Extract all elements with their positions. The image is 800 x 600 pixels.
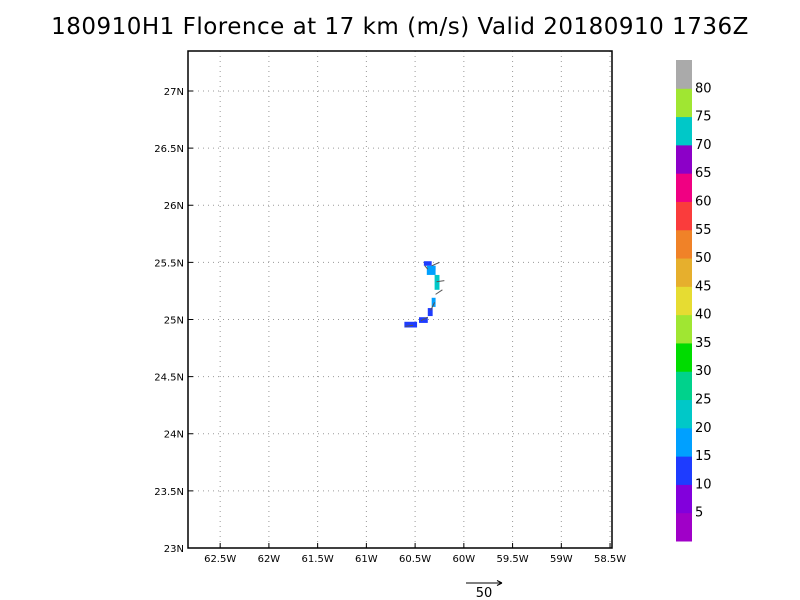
y-tick-label: 26N: [164, 201, 184, 212]
y-tick-label: 25N: [164, 315, 184, 326]
wind-speed-cell: [434, 274, 440, 290]
colorbar-swatch: [676, 314, 692, 344]
reference-vector: 50: [466, 580, 503, 600]
y-tick-label: 27N: [164, 87, 184, 98]
wind-vector: [420, 316, 429, 322]
wind-vector: [435, 289, 443, 295]
x-tick-label: 59W: [550, 554, 573, 565]
colorbar-swatch: [676, 144, 692, 174]
x-tick-label: 61W: [355, 554, 378, 565]
colorbar-swatch: [676, 201, 692, 231]
colorbar-label: 20: [695, 421, 712, 436]
wind-vector: [424, 265, 429, 270]
wind-speed-cell: [404, 321, 418, 328]
plot-frame: [187, 50, 613, 549]
colorbar-swatch: [676, 371, 692, 401]
colorbar-swatch: [676, 512, 692, 542]
wind-vector: [436, 280, 445, 283]
colorbar-label: 45: [695, 279, 712, 294]
x-tick-label: 62.5W: [204, 554, 236, 565]
x-axis-ticks: 62.5W 62W 61.5W 61W 60.5W 60W 59.5W 59W 58.5W: [204, 543, 626, 565]
wind-speed-cell: [426, 265, 436, 275]
x-tick-label: 61.5W: [302, 554, 334, 565]
y-tick-label: 24N: [164, 430, 184, 441]
x-tick-label: 60.5W: [399, 554, 431, 565]
colorbar-swatch: [676, 427, 692, 457]
colorbar-label: 25: [695, 393, 712, 408]
colorbar-label: 60: [695, 194, 712, 209]
wind-speed-cells: [404, 261, 440, 328]
grid-lines: [188, 51, 612, 549]
colorbar-swatch: [676, 456, 692, 485]
wind-vector: [431, 261, 440, 267]
colorbar-label: 15: [695, 449, 712, 464]
colorbar-label: 80: [695, 81, 712, 96]
colorbar-swatch: [676, 484, 692, 514]
y-tick-label: 26.5N: [154, 144, 184, 155]
colorbar-swatch: [676, 116, 692, 146]
colorbar-label: 35: [695, 336, 712, 351]
y-tick-label: 23.5N: [154, 487, 184, 498]
wind-speed-cell: [431, 297, 436, 307]
x-tick-label: 58.5W: [594, 554, 626, 565]
colorbar-swatch: [676, 258, 692, 287]
x-tick-label: 59.5W: [497, 554, 529, 565]
colorbar-label: 30: [695, 364, 712, 379]
wind-vector: [405, 324, 414, 327]
colorbar-label: 50: [695, 251, 712, 266]
colorbar-label: 10: [695, 477, 712, 492]
wind-vectors: [405, 261, 445, 327]
colorbar: 5 10 15 20 25 30 35 40 45 50 55 60 65 70 75 80: [676, 60, 712, 542]
wind-speed-cell: [423, 261, 432, 266]
reference-vector-arrowhead: [496, 580, 503, 586]
y-axis-ticks: 23N 23.5N 24N 24.5N 25N 25.5N 26N 26.5N 27N: [154, 87, 193, 555]
chart-title: 180910H1 Florence at 17 km (m/s) Valid 2…: [51, 14, 749, 40]
x-tick-label: 60W: [453, 554, 476, 565]
colorbar-swatch: [676, 399, 692, 429]
colorbar-swatch: [676, 229, 692, 259]
colorbar-label: 65: [695, 166, 712, 181]
y-tick-label: 23N: [164, 544, 184, 555]
wind-speed-cell: [419, 317, 428, 323]
colorbar-swatch: [676, 173, 692, 202]
y-tick-label: 24.5N: [154, 373, 184, 384]
colorbar-swatch: [676, 286, 692, 316]
colorbar-label: 55: [695, 223, 712, 238]
reference-vector-label: 50: [476, 586, 493, 600]
y-tick-label: 25.5N: [154, 258, 184, 269]
colorbar-label: 70: [695, 138, 712, 153]
wind-speed-cell: [427, 308, 433, 317]
colorbar-swatch: [676, 60, 692, 89]
colorbar-label: 40: [695, 308, 712, 323]
wind-vector: [430, 302, 436, 311]
colorbar-label: 75: [695, 110, 712, 125]
colorbar-label: 5: [695, 506, 703, 521]
colorbar-swatch: [676, 342, 692, 372]
x-tick-label: 62W: [258, 554, 281, 565]
colorbar-swatch: [676, 88, 692, 118]
